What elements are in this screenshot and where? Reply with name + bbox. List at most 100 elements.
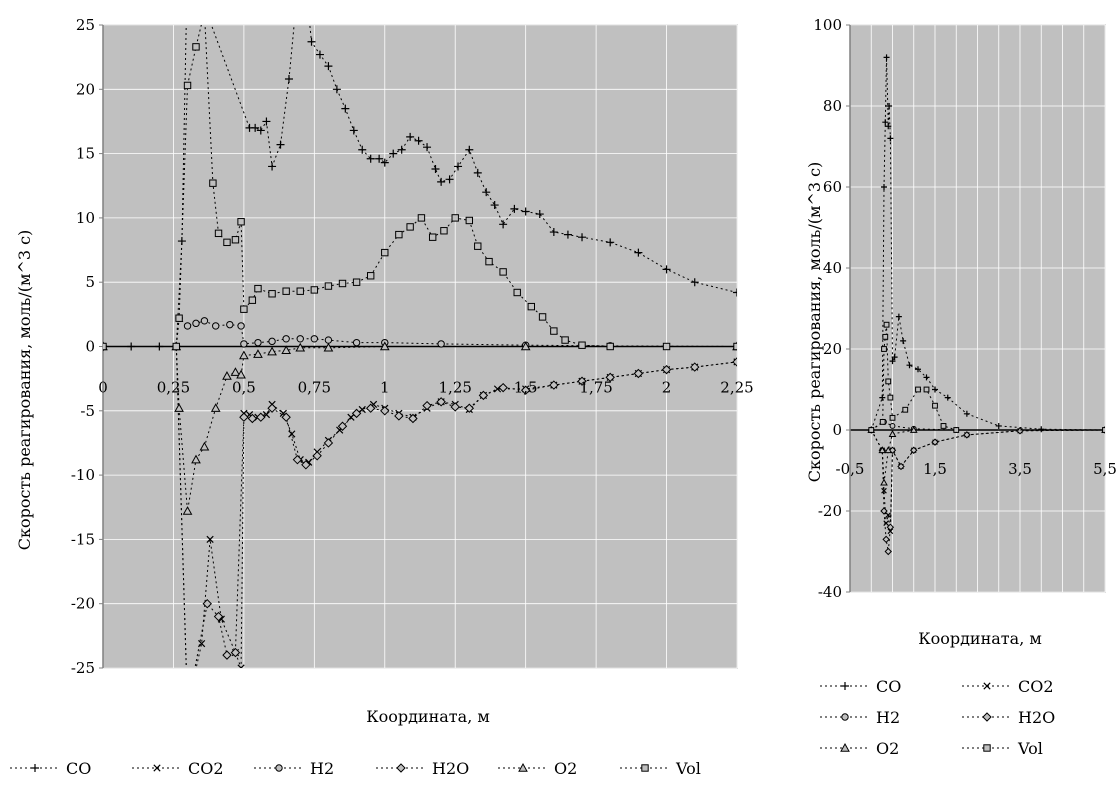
series-line-co	[870, 57, 1105, 431]
y-tick-label: 5	[85, 273, 95, 291]
data-point-vol	[606, 342, 614, 351]
data-point-co	[510, 204, 519, 213]
data-point-vol	[868, 427, 875, 433]
data-point-o2	[222, 371, 232, 380]
data-point-h2o	[230, 647, 241, 658]
data-point-o2	[323, 342, 334, 352]
data-point-h2	[437, 340, 445, 348]
legend-label: H2	[876, 708, 900, 727]
x-tick-label: 0,5	[232, 379, 256, 397]
legend-marker	[153, 764, 161, 772]
data-point-vol	[268, 290, 276, 298]
legend-label: H2O	[1018, 708, 1055, 727]
data-point-vol	[338, 279, 347, 288]
right-chart: 100 80 60 40 20 0 -20 -40 -0,5 1,5 3,5 5,5	[813, 16, 1117, 601]
data-point-vol	[240, 305, 248, 313]
data-point-o2	[884, 446, 893, 454]
data-point-co2	[237, 664, 245, 668]
data-point-h2o	[422, 400, 432, 411]
legend-label: CO	[66, 759, 91, 778]
data-point-vol	[352, 278, 361, 286]
data-point-o2	[880, 478, 888, 486]
legend-marker	[641, 764, 649, 772]
data-point-o2	[239, 350, 249, 360]
data-point-h2o	[690, 362, 700, 372]
data-point-vol	[395, 230, 403, 239]
data-point-co2	[184, 703, 190, 709]
data-point-h2o	[351, 408, 362, 419]
data-point-h2o	[478, 390, 489, 401]
data-point-vol	[254, 284, 262, 293]
data-point-co	[358, 145, 367, 154]
data-point-co	[380, 158, 389, 167]
data-point-co	[662, 265, 671, 274]
data-point-h2o	[239, 412, 249, 422]
right-x-axis-label: Координата, м	[918, 629, 1042, 648]
data-point-co	[882, 119, 889, 126]
data-point-co	[307, 37, 316, 46]
legend-marker	[396, 763, 406, 773]
data-point-co	[465, 145, 474, 154]
series-layer	[103, 25, 737, 709]
x-tick-label: 1,75	[579, 379, 612, 397]
data-point-vol	[237, 218, 245, 226]
y-tick-label: 25	[76, 16, 95, 34]
data-point-h2o	[408, 413, 418, 424]
data-point-co	[268, 162, 277, 171]
data-point-co	[886, 103, 893, 109]
data-point-vol	[231, 236, 240, 244]
data-point-h2o	[880, 507, 888, 515]
data-point-co	[885, 123, 892, 130]
series-line-co2	[103, 346, 737, 668]
data-point-h2	[226, 320, 234, 329]
data-point-co	[944, 394, 951, 401]
data-point-vol	[887, 394, 894, 401]
data-point-co	[923, 374, 930, 381]
data-point-co	[932, 386, 938, 393]
data-point-vol	[214, 229, 223, 238]
data-point-co	[891, 354, 898, 361]
left-x-axis-label: Координата, м	[366, 707, 490, 726]
legend-item-vol: Vol	[962, 739, 1043, 758]
data-point-vol	[883, 321, 890, 328]
data-point-vol	[172, 342, 180, 351]
y-tick-label: 60	[823, 178, 842, 196]
legend-item-h2: H2	[254, 759, 334, 778]
data-point-co	[454, 162, 463, 171]
data-point-h2o	[247, 413, 258, 424]
data-point-o2	[379, 341, 390, 351]
data-point-h2o	[897, 462, 905, 471]
y-tick-label: 100	[813, 16, 842, 34]
data-point-vol	[296, 287, 304, 295]
data-point-h2	[268, 337, 276, 346]
data-point-co	[414, 136, 423, 145]
y-tick-label: -20	[71, 595, 95, 613]
legend-marker	[841, 713, 849, 721]
legend-item-co2: CO2	[132, 759, 224, 778]
legend-marker	[518, 762, 528, 772]
data-point-co	[1038, 426, 1045, 433]
data-point-h2o	[633, 368, 644, 379]
data-point-co	[262, 117, 271, 126]
x-tick-label: 3,5	[1008, 460, 1032, 478]
data-point-vol	[527, 302, 536, 311]
data-point-vol	[885, 378, 892, 385]
legend-marker	[982, 712, 992, 722]
data-point-co	[563, 230, 572, 239]
data-point-h2o	[202, 598, 212, 609]
data-point-co	[431, 165, 440, 174]
data-point-h2o	[301, 460, 311, 470]
legend-marker	[31, 764, 39, 772]
data-point-co	[733, 288, 737, 297]
data-point-h2o	[380, 406, 390, 416]
data-point-co	[315, 50, 324, 59]
data-point-h2	[282, 335, 290, 343]
data-point-co	[578, 233, 587, 242]
legend-label: Vol	[675, 759, 701, 778]
data-point-co2	[288, 430, 296, 438]
data-point-vol	[248, 296, 257, 304]
data-point-co	[995, 422, 1002, 429]
legend-item-vol: Vol	[620, 759, 701, 778]
data-point-h2o	[256, 412, 266, 422]
